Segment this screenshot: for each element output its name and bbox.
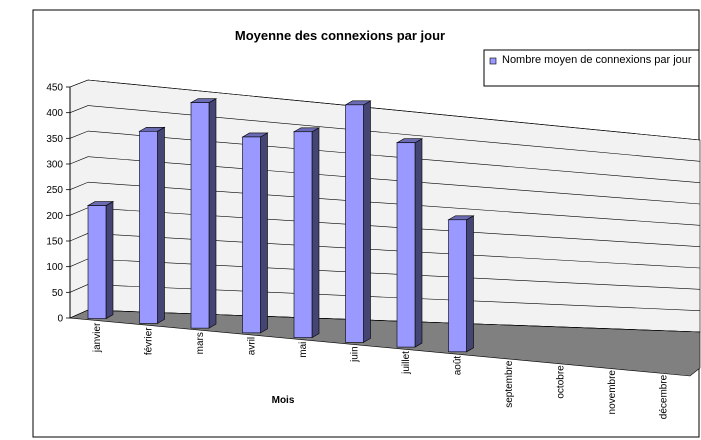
x-tick-label: mai [298, 342, 309, 358]
x-tick-label: février [144, 327, 155, 355]
bar [396, 142, 416, 348]
grid-line [69, 284, 89, 293]
bar-side [157, 126, 165, 324]
y-tick-label: 300 [46, 160, 63, 171]
bar-side [105, 201, 114, 320]
grid-line [87, 156, 701, 205]
bar-side [414, 138, 423, 348]
y-tick-label: 450 [46, 83, 63, 94]
x-tick-label: juillet [401, 351, 412, 375]
bar [293, 131, 313, 338]
bar [87, 205, 107, 319]
y-tick-label: 200 [46, 211, 63, 222]
chart-title: Moyenne des connexions par jour [235, 28, 445, 43]
bar [242, 136, 261, 334]
grid-line [69, 105, 89, 113]
y-tick-label: 0 [57, 314, 63, 325]
grid-line [69, 233, 89, 242]
grid-line [87, 79, 701, 141]
grid-line [69, 207, 89, 216]
grid-line [87, 181, 701, 226]
x-tick-label: juin [350, 346, 361, 363]
grid-line [87, 207, 701, 247]
y-tick-label: 350 [46, 134, 63, 145]
x-tick-label: avril [247, 337, 258, 355]
grid-line [87, 258, 701, 290]
legend-label-box: Nombre moyen de connexions par jour [502, 54, 692, 66]
bar [139, 130, 158, 324]
bar [345, 104, 364, 343]
x-tick-label: octobre [556, 365, 567, 399]
bar-side [311, 127, 320, 339]
y-tick-label: 250 [46, 185, 63, 196]
x-tick-label: janvier [92, 322, 103, 353]
bar-side [466, 215, 474, 353]
x-tick-label: novembre [607, 370, 618, 415]
x-tick-label: septembre [504, 360, 515, 408]
grid-line [87, 309, 701, 333]
grid-line [69, 258, 89, 267]
legend-swatch [489, 57, 497, 65]
grid-line [87, 130, 701, 183]
y-tick-label: 400 [46, 108, 63, 119]
bar-side [208, 98, 217, 329]
grid-line [87, 233, 701, 269]
grid-line [69, 309, 89, 319]
bar [448, 219, 467, 353]
legend-label: Nombre moyen de connexions par jour [502, 54, 692, 66]
bar [190, 102, 210, 329]
grid-line [87, 105, 701, 162]
x-tick-label: mars [195, 332, 206, 354]
grid-line [69, 130, 89, 139]
y-tick-label: 150 [46, 237, 63, 248]
y-tick-label: 50 [52, 288, 64, 299]
legend [483, 49, 700, 87]
grid-line [69, 181, 89, 190]
grid-line [87, 284, 701, 311]
x-tick-label: décembre [659, 374, 670, 419]
bar-side [363, 100, 371, 343]
grid-line [69, 79, 89, 88]
x-axis-title: Mois [272, 395, 295, 406]
bar-side [260, 132, 268, 334]
y-tick-label: 100 [46, 262, 63, 273]
grid-line [69, 156, 89, 165]
x-tick-label: août [453, 356, 464, 376]
